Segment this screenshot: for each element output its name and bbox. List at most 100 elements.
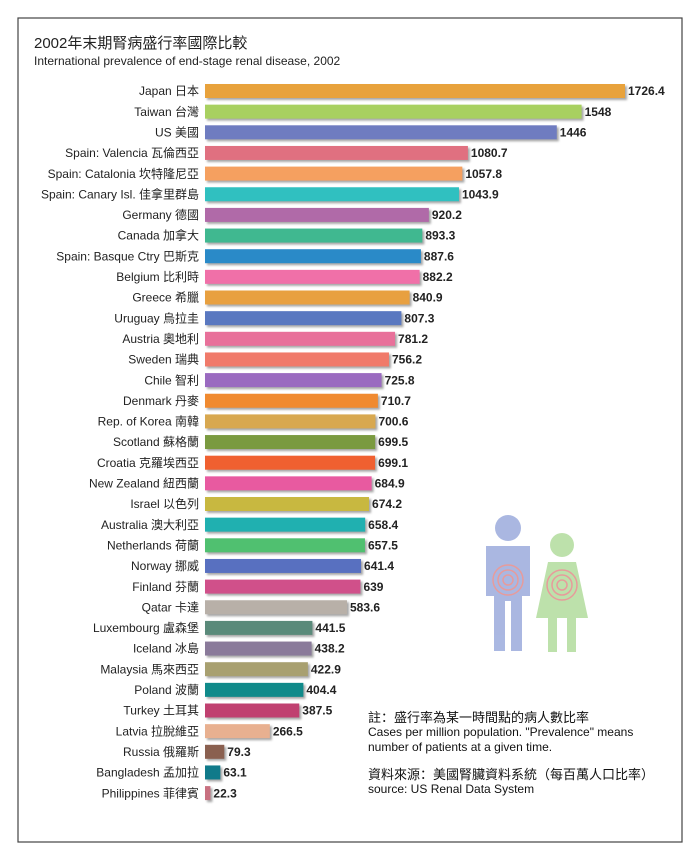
value-label: 684.9	[375, 477, 405, 491]
value-label: 266.5	[273, 724, 303, 738]
category-label: Spain: Valencia 瓦倫西亞	[65, 146, 199, 160]
value-label: 699.5	[378, 435, 408, 449]
category-label: Spain: Canary Isl. 佳拿里群島	[41, 186, 199, 201]
category-label: Austria 奧地利	[122, 332, 199, 346]
bar	[205, 435, 376, 450]
bar	[205, 207, 429, 222]
category-label: Russia 俄羅斯	[123, 745, 199, 759]
category-label: Rep. of Korea 南韓	[98, 414, 199, 429]
value-label: 1726.4	[628, 84, 665, 98]
value-label: 22.3	[213, 786, 237, 800]
bar	[205, 166, 463, 181]
category-label: Sweden 瑞典	[128, 353, 199, 367]
category-label: Denmark 丹麥	[123, 394, 199, 408]
value-label: 1080.7	[471, 146, 508, 160]
category-label: Israel 以色列	[130, 497, 199, 511]
category-label: Canada 加拿大	[118, 228, 199, 243]
bar	[205, 641, 312, 656]
category-label: Germany 德國	[122, 207, 199, 222]
category-label: Uruguay 烏拉圭	[114, 310, 199, 325]
bar	[205, 497, 370, 511]
category-label: Qatar 卡達	[142, 600, 199, 614]
value-label: 725.8	[385, 373, 415, 387]
bar	[205, 352, 389, 367]
category-label: Spain: Basque Ctry 巴斯克	[56, 249, 199, 263]
bar	[205, 765, 221, 780]
value-label: 441.5	[315, 621, 345, 635]
value-label: 700.6	[378, 415, 408, 429]
people-icon	[486, 515, 588, 652]
bar	[205, 331, 396, 346]
value-label: 641.4	[364, 559, 394, 573]
bar	[205, 744, 225, 759]
bar	[205, 662, 308, 677]
value-label: 404.4	[306, 683, 336, 697]
bar	[205, 682, 304, 697]
note: 註：盛行率為某一時間點的病人數比率	[368, 710, 590, 725]
value-label: 807.3	[404, 311, 434, 325]
bar	[205, 393, 378, 408]
bar	[205, 538, 365, 553]
bar	[205, 249, 421, 264]
category-label: Malaysia 馬來西亞	[100, 662, 199, 676]
bar	[205, 517, 366, 532]
value-label: 1548	[585, 105, 612, 119]
note: Cases per million population. "Prevalenc…	[368, 725, 634, 754]
category-label: Philippines 菲律賓	[102, 785, 199, 800]
bar	[205, 311, 402, 326]
bar	[205, 476, 372, 491]
bar	[205, 703, 300, 718]
category-label: Norway 挪威	[131, 559, 199, 573]
category-label: Scotland 蘇格蘭	[113, 434, 199, 449]
value-label: 840.9	[413, 291, 443, 305]
bar	[205, 786, 211, 801]
bar	[205, 145, 468, 160]
value-label: 63.1	[223, 766, 247, 780]
category-label: Japan 日本	[139, 84, 199, 98]
category-label: Bangladesh 孟加拉	[96, 765, 199, 780]
chart-subtitle: International prevalence of end-stage re…	[34, 54, 341, 68]
value-label: 438.2	[315, 642, 345, 656]
note: source: US Renal Data System	[368, 782, 535, 796]
value-label: 893.3	[425, 229, 455, 243]
bar	[205, 600, 347, 615]
category-label: Latvia 拉脫維亞	[116, 723, 199, 738]
bar	[205, 414, 376, 429]
bar	[205, 228, 423, 243]
value-label: 657.5	[368, 538, 398, 552]
category-label: Taiwan 台灣	[134, 104, 199, 119]
category-label: New Zealand 紐西蘭	[89, 477, 199, 491]
category-label: Australia 澳大利亞	[101, 518, 199, 532]
value-label: 710.7	[381, 394, 411, 408]
value-label: 1057.8	[465, 167, 502, 181]
value-label: 79.3	[227, 745, 251, 759]
value-label: 1446	[560, 125, 587, 139]
bar	[205, 724, 270, 739]
note: 資料來源：美國腎臟資料系統（每百萬人口比率）	[368, 767, 655, 782]
notes: 註：盛行率為某一時間點的病人數比率 Cases per million popu…	[368, 710, 668, 797]
bar	[205, 373, 382, 388]
category-label: Greece 希臘	[132, 290, 199, 305]
value-label: 387.5	[302, 704, 332, 718]
category-label: US 美國	[155, 125, 199, 139]
bar	[205, 187, 459, 202]
frame	[17, 17, 683, 843]
category-label: Croatia 克羅埃西亞	[97, 456, 199, 470]
category-label: Poland 波蘭	[134, 683, 199, 697]
bar	[205, 125, 557, 140]
bar	[205, 104, 582, 119]
value-label: 887.6	[424, 249, 454, 263]
value-label: 920.2	[432, 208, 462, 222]
bar	[205, 579, 361, 594]
category-label: Turkey 土耳其	[123, 704, 199, 718]
value-label: 699.1	[378, 456, 408, 470]
value-label: 658.4	[368, 518, 398, 532]
value-label: 756.2	[392, 353, 422, 367]
value-label: 882.2	[423, 270, 453, 284]
chart-title: 2002年末期腎病盛行率國際比較	[34, 34, 247, 52]
value-label: 583.6	[350, 600, 380, 614]
value-label: 422.9	[311, 662, 341, 676]
category-label: Netherlands 荷蘭	[107, 538, 199, 552]
